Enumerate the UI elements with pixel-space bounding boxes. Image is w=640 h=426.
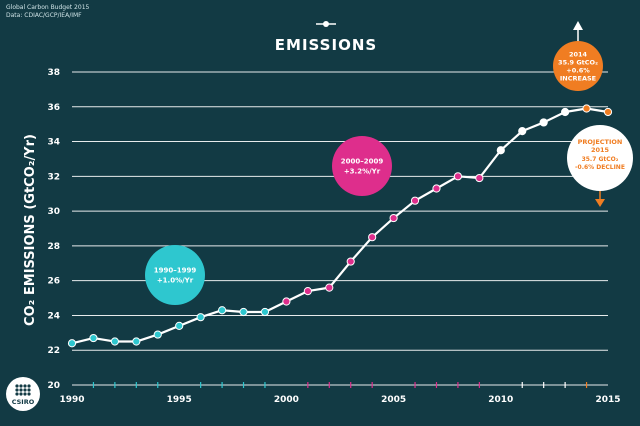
csiro-logo-text: CSIRO <box>12 398 35 406</box>
y-tick-28: 28 <box>47 242 60 252</box>
annotation-2014-line-2: 35.9 GtCO₂ <box>558 58 598 66</box>
y-tick-38: 38 <box>47 68 60 78</box>
data-point-2001 <box>303 287 312 296</box>
y-tick-34: 34 <box>47 138 60 148</box>
data-point-1995 <box>175 321 184 330</box>
chart-title: EMISSIONS <box>275 36 377 54</box>
data-point-1993 <box>132 337 141 346</box>
csiro-logo-mark <box>15 384 31 396</box>
annotation-2014-line-4: INCREASE <box>560 74 596 82</box>
decline-arrow <box>595 191 605 207</box>
annotation-1990s-line-1: 1990–1999 <box>154 266 197 274</box>
data-point-2012 <box>539 118 548 127</box>
data-point-2003 <box>346 257 355 266</box>
y-tick-36: 36 <box>47 103 60 113</box>
emissions-series-line <box>71 107 609 345</box>
x-tick-2015: 2015 <box>595 395 620 405</box>
annotation-1990s-line-2: +1.0%/Yr <box>157 276 194 284</box>
data-point-2008 <box>453 172 463 181</box>
source-data-credit: Data: CDIAC/GCP/IEA/IMF <box>6 12 82 19</box>
data-point-1990 <box>67 339 77 348</box>
source-title: Global Carbon Budget 2015 <box>6 4 90 11</box>
annotation-projection-2015-line-2: 2015 <box>591 146 610 154</box>
annotation-2000s-line-1: 2000–2009 <box>341 157 384 165</box>
annotation-1990s: 1990–1999 +1.0%/Yr <box>145 245 205 305</box>
data-point-2002 <box>325 283 334 292</box>
data-point-2015 <box>603 107 613 117</box>
y-axis-label: CO₂ EMISSIONS (GtCO₂/Yr) <box>23 134 38 326</box>
csiro-logo: CSIRO <box>6 377 40 411</box>
data-point-1992 <box>110 337 119 346</box>
data-point-2009 <box>475 173 484 183</box>
data-point-2007 <box>432 184 441 193</box>
annotation-projection-2015-bubble <box>567 125 633 191</box>
annotation-projection-2015-line-3: 35.7 GtCO₂ <box>582 156 619 163</box>
data-points <box>67 104 613 348</box>
y-tick-26: 26 <box>47 277 60 287</box>
data-point-1999 <box>260 307 270 317</box>
data-point-2006 <box>410 196 420 205</box>
annotations: 1990–1999+1.0%/Yr2000–2009+3.2%/Yr201435… <box>145 21 633 305</box>
data-point-1996 <box>196 313 205 322</box>
annotation-2000s-line-2: +3.2%/Yr <box>344 167 381 175</box>
y-tick-22: 22 <box>47 346 60 356</box>
annotation-2014-line-1: 2014 <box>569 50 588 58</box>
annotation-projection-2015-line-1: PROJECTION <box>578 138 623 146</box>
annotation-2000s-bubble <box>332 136 392 196</box>
annotation-2014-bubble <box>553 41 603 91</box>
annotation-1990s-bubble <box>145 245 205 305</box>
legend-icon <box>316 21 336 27</box>
x-tick-1995: 1995 <box>167 395 192 405</box>
x-tick-1990: 1990 <box>59 395 84 405</box>
y-tick-24: 24 <box>47 311 60 321</box>
x-tick-2005: 2005 <box>381 395 406 405</box>
data-point-2011 <box>518 127 527 136</box>
data-point-2013 <box>561 107 570 117</box>
x-tick-2010: 2010 <box>488 395 513 405</box>
data-point-1994 <box>153 330 162 339</box>
data-point-2000 <box>282 297 291 306</box>
data-point-2014 <box>582 104 591 113</box>
y-tick-20: 20 <box>47 381 60 391</box>
data-point-2005 <box>389 213 398 223</box>
annotation-2000s: 2000–2009 +3.2%/Yr <box>332 136 392 196</box>
x-minor-ticks <box>92 382 588 388</box>
y-tick-labels: 20 22 24 26 28 30 32 34 36 38 <box>47 68 60 391</box>
data-point-2010 <box>496 146 505 155</box>
data-point-1991 <box>89 333 98 343</box>
grid-lines <box>72 71 608 386</box>
data-point-2004 <box>368 233 377 242</box>
x-tick-2000: 2000 <box>274 395 299 405</box>
annotation-2014-line-3: +0.6% <box>566 66 590 74</box>
data-point-1998 <box>239 307 248 317</box>
x-tick-labels: 1990 1995 2000 2005 2010 2015 <box>59 395 620 405</box>
y-tick-32: 32 <box>47 172 60 182</box>
y-tick-30: 30 <box>47 207 60 217</box>
emissions-line <box>71 107 609 345</box>
annotation-projection-2015-line-4: -0.6% DECLINE <box>575 164 625 171</box>
data-point-1997 <box>217 306 227 315</box>
